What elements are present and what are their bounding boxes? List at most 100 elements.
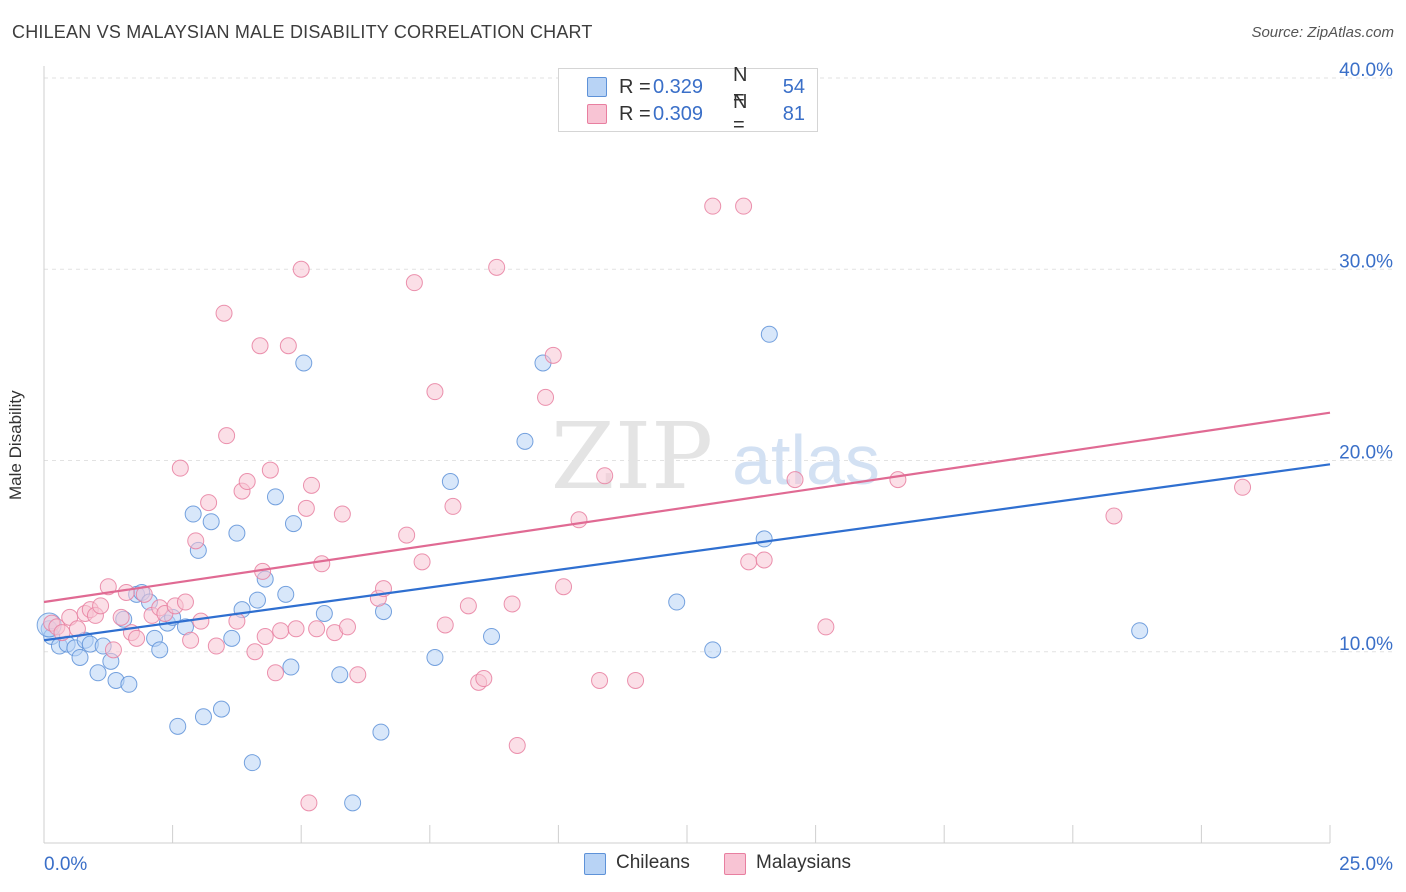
malaysians-point <box>246 643 264 661</box>
malaysians-point <box>200 494 218 512</box>
malaysians-point <box>302 476 320 494</box>
n-label: N = <box>733 64 748 109</box>
malaysians-point <box>503 595 521 613</box>
watermark: ZIP atlas <box>551 403 880 510</box>
source-label: Source: ZipAtlas.com <box>1251 24 1394 41</box>
chileans-point <box>295 354 313 372</box>
chileans-point <box>277 585 295 603</box>
malaysians-point <box>218 427 236 445</box>
malaysians-point <box>426 383 444 401</box>
malaysians-point <box>591 671 609 689</box>
chileans-point <box>71 648 89 666</box>
malaysians-point <box>436 616 454 634</box>
malaysians-point <box>117 583 135 601</box>
chileans-point <box>212 700 230 718</box>
r-value: 0.309 <box>653 102 704 125</box>
chileans-point <box>1131 622 1149 640</box>
malaysians-point <box>596 467 614 485</box>
chileans-point <box>120 675 138 693</box>
malaysians-point <box>444 497 462 515</box>
chileans-point <box>441 473 459 491</box>
n-label: N = <box>733 91 748 136</box>
malaysians-point <box>413 553 431 571</box>
malaysians-point <box>279 337 297 355</box>
y-tick-label: 40.0% <box>1339 60 1393 81</box>
chileans-point <box>760 325 778 343</box>
malaysians-point <box>112 608 130 626</box>
r-label: R = <box>619 102 651 125</box>
malaysians-points <box>43 197 1252 812</box>
malaysians-point <box>176 593 194 611</box>
r-label: R = <box>619 75 651 98</box>
malaysians-point <box>261 461 279 479</box>
malaysians-point <box>349 666 367 684</box>
x-tick-label: 0.0% <box>44 854 87 875</box>
y-tick-label: 20.0% <box>1339 443 1393 464</box>
chileans-swatch <box>587 77 607 97</box>
malaysians-point <box>405 274 423 292</box>
malaysians-point <box>755 551 773 569</box>
malaysians-point <box>570 511 588 529</box>
malaysians-point <box>398 526 416 544</box>
malaysians-point <box>1105 507 1123 525</box>
chileans-point <box>668 593 686 611</box>
malaysians-point <box>704 197 722 215</box>
malaysians-point <box>627 671 645 689</box>
n-value: 81 <box>782 102 805 125</box>
malaysians-point <box>488 258 506 276</box>
chileans-point <box>372 723 390 741</box>
malaysians-point <box>182 631 200 649</box>
chileans-point <box>426 648 444 666</box>
malaysians-point <box>207 637 225 655</box>
chileans-point <box>284 515 302 533</box>
malaysians-point <box>555 578 573 596</box>
chileans-point <box>248 591 266 609</box>
malaysians-point <box>192 612 210 630</box>
malaysians-point <box>292 260 310 278</box>
y-tick-label: 10.0% <box>1339 634 1393 655</box>
chileans-points <box>36 325 1149 812</box>
chileans-point <box>89 664 107 682</box>
malaysians-point <box>459 597 477 615</box>
chileans-point <box>169 717 187 735</box>
malaysians-point <box>537 388 555 406</box>
malaysians-point <box>287 620 305 638</box>
malaysians-point <box>735 197 753 215</box>
malaysians-point <box>251 337 269 355</box>
chileans-point <box>282 658 300 676</box>
chileans-point <box>704 641 722 659</box>
chileans-point <box>184 505 202 523</box>
chileans-point <box>202 513 220 531</box>
malaysians-point <box>889 471 907 489</box>
malaysians-point <box>297 499 315 517</box>
watermark-atlas: atlas <box>732 421 880 499</box>
chileans-point <box>266 488 284 506</box>
chileans-point <box>228 524 246 542</box>
grid-lines <box>44 77 1392 653</box>
malaysians-point <box>272 622 290 640</box>
malaysians-point <box>215 304 233 322</box>
n-value: 54 <box>782 75 805 98</box>
chileans-point <box>223 629 241 647</box>
legend-label: Malaysians <box>756 852 852 873</box>
malaysians-point <box>171 459 189 477</box>
watermark-zip: ZIP <box>551 403 713 510</box>
chileans-point <box>516 432 534 450</box>
chileans-point <box>755 530 773 548</box>
x-tick-label: 25.0% <box>1339 854 1393 875</box>
r-value: 0.329 <box>653 75 704 98</box>
chileans-point <box>151 641 169 659</box>
malaysians-point <box>187 532 205 550</box>
malaysians-point <box>92 597 110 615</box>
stats-legend: R = 0.329 N = 54 R = 0.309 N = 81 <box>558 64 818 136</box>
malaysians-point <box>338 618 356 636</box>
axes <box>43 66 1331 844</box>
malaysians-swatch <box>587 104 607 124</box>
malaysians-point <box>475 670 493 688</box>
legend-label: Chileans <box>616 852 690 873</box>
chileans-swatch <box>584 853 606 875</box>
malaysians-point <box>786 471 804 489</box>
malaysians-point <box>740 553 758 571</box>
y-tick-label: 30.0% <box>1339 251 1393 272</box>
malaysians-point <box>817 618 835 636</box>
